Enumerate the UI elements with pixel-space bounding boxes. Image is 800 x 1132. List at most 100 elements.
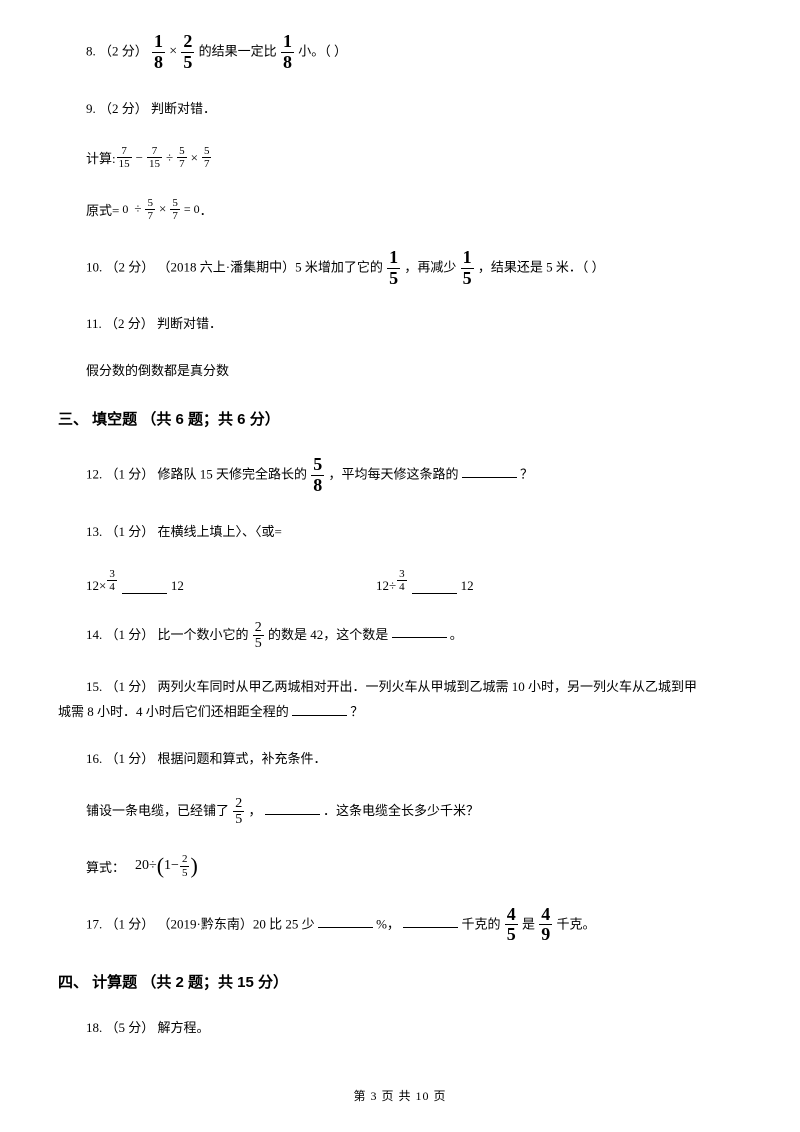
question-15-line2: 城需 8 小时．4 小时后它们还相距全程的 ？ [58, 702, 742, 723]
r-pre: 12÷ [376, 578, 396, 594]
q14-mid: 的数是 42，这个数是 [268, 626, 388, 641]
compare-left: 12× 34 12 [86, 568, 376, 593]
times-sign: × [169, 44, 177, 59]
q17-mid1: %， [376, 916, 400, 931]
q10-mid2: ，结果还是 5 米．（ ） [478, 259, 605, 274]
minus-sign: − [136, 150, 143, 166]
frac-r1: 57 [145, 197, 155, 222]
frac-5-7b: 57 [202, 145, 212, 170]
question-16-line2: 铺设一条电缆，已经铺了 25 ， ．这条电缆全长多少千米？ [58, 796, 742, 828]
question-8: 8. （2 分） 18 × 25 的结果一定比 18 小。（ ） [58, 32, 742, 73]
orig-label: 原式= [86, 200, 119, 219]
period: ． [200, 200, 213, 219]
question-10: 10. （2 分） （2018 六上·潘集期中）5 米增加了它的 15 ，再减少… [58, 248, 742, 289]
question-15-line1: 15. （1 分） 两列火车同时从甲乙两城相对开出．一列火车从甲城到乙城需 10… [58, 677, 742, 698]
blank-q17b [403, 914, 458, 928]
frac-4-5: 45 [505, 905, 518, 946]
l-pre: 12× [86, 578, 106, 594]
q13-compare: 12× 34 12 12÷ 34 12 [58, 568, 742, 593]
frac-5-7a: 57 [177, 145, 187, 170]
frac-2-5a: 25 [253, 620, 264, 652]
q17-end: 千克。 [556, 916, 595, 931]
frac-3-4b: 34 [397, 568, 407, 593]
section-4-header: 四、 计算题 （共 2 题；共 15 分） [58, 971, 742, 992]
q13-text: 13. （1 分） 在横线上填上〉、〈或= [86, 524, 282, 539]
q15-pre: 城需 8 小时．4 小时后它们还相距全程的 [58, 704, 289, 719]
q12-end: ？ [520, 466, 533, 481]
blank-q13a [122, 580, 167, 594]
frac-7-15b: 715 [147, 145, 162, 170]
q8-prefix: 8. （2 分） [86, 43, 151, 58]
q17-mid3: 是 [522, 916, 538, 931]
blank-q17a [318, 914, 373, 928]
question-17: 17. （1 分） （2019·黔东南）20 比 25 少 %， 千克的 45 … [58, 905, 742, 946]
question-16-line1: 16. （1 分） 根据问题和算式，补充条件． [58, 749, 742, 770]
times-sign: × [191, 150, 198, 166]
frac-5-8: 58 [311, 455, 324, 496]
blank-q13b [412, 580, 457, 594]
q9-result: 原式= 0 ÷ 57 × 57 = 0 ． [58, 197, 742, 222]
q11-text2: 假分数的倒数都是真分数 [86, 363, 229, 378]
question-14: 14. （1 分） 比一个数小它的 25 的数是 42，这个数是 。 [58, 620, 742, 652]
times-sign: × [159, 201, 166, 217]
q18-text: 18. （5 分） 解方程。 [86, 1020, 210, 1035]
frac-3-4a: 34 [107, 568, 117, 593]
q9-text: 9. （2 分） 判断对错． [86, 101, 216, 116]
question-12: 12. （1 分） 修路队 15 天修完全路长的 58 ，平均每天修这条路的 ？ [58, 455, 742, 496]
fraction-1-8b: 18 [281, 32, 294, 73]
q10-mid1: ，再减少 [404, 259, 459, 274]
expr-body: 20÷ ( 1− 25 ) [135, 853, 198, 878]
l-post: 12 [171, 578, 184, 594]
fraction-1-8: 18 [152, 32, 165, 73]
q16-text1: 16. （1 分） 根据问题和算式，补充条件． [86, 751, 327, 766]
q17-mid2: 千克的 [461, 916, 503, 931]
section-3-header: 三、 填空题 （共 6 题；共 6 分） [58, 408, 742, 429]
frac-1-5b: 15 [461, 248, 474, 289]
blank-q15 [292, 702, 347, 716]
expr-1: 1− [164, 858, 179, 874]
q16-mid: ， [249, 803, 262, 818]
rparen: ) [190, 855, 197, 877]
frac-1-5a: 15 [387, 248, 400, 289]
q14-prefix: 14. （1 分） 比一个数小它的 [86, 626, 252, 641]
q16-expr: 算式： 20÷ ( 1− 25 ) [58, 853, 742, 878]
q16-pre: 铺设一条电缆，已经铺了 [86, 803, 232, 818]
zero: 0 [122, 202, 128, 217]
q15-post: ？ [350, 704, 363, 719]
q12-prefix: 12. （1 分） 修路队 15 天修完全路长的 [86, 466, 310, 481]
lparen: ( [157, 855, 164, 877]
frac-r2: 57 [170, 197, 180, 222]
question-9-line1: 9. （2 分） 判断对错． [58, 99, 742, 120]
q9-calc: 计算: 715 − 715 ÷ 57 × 57 [58, 145, 742, 170]
fraction-2-5: 25 [181, 32, 194, 73]
div-sign: ÷ [134, 201, 141, 217]
frac-4-9: 49 [539, 905, 552, 946]
expr-label: 算式： [86, 857, 125, 876]
question-11-line2: 假分数的倒数都是真分数 [58, 361, 742, 382]
page-footer: 第 3 页 共 10 页 [0, 1087, 800, 1104]
q15-text1: 15. （1 分） 两列火车同时从甲乙两城相对开出．一列火车从甲城到乙城需 10… [86, 679, 697, 694]
q16-post: ．这条电缆全长多少千米？ [323, 803, 479, 818]
blank-q12 [462, 464, 517, 478]
blank-q16 [265, 801, 320, 815]
question-13-line1: 13. （1 分） 在横线上填上〉、〈或= [58, 522, 742, 543]
q17-prefix: 17. （1 分） （2019·黔东南）20 比 25 少 [86, 916, 315, 931]
q11-text1: 11. （2 分） 判断对错． [86, 316, 222, 331]
q14-end: 。 [450, 626, 463, 641]
r-post: 12 [461, 578, 474, 594]
expr-20: 20÷ [135, 858, 157, 874]
q8-mid2: 小。（ ） [298, 43, 347, 58]
frac-2-5c: 25 [180, 853, 190, 878]
compare-right: 12÷ 34 12 [376, 568, 474, 593]
blank-q14 [392, 624, 447, 638]
calc-label: 计算: [86, 148, 116, 167]
q12-mid: ，平均每天修这条路的 [329, 466, 459, 481]
q8-mid1: 的结果一定比 [199, 43, 280, 58]
eq-zero: = 0 [184, 202, 200, 217]
frac-2-5b: 25 [233, 796, 244, 828]
question-18: 18. （5 分） 解方程。 [58, 1018, 742, 1039]
div-sign: ÷ [166, 150, 173, 166]
q10-prefix: 10. （2 分） （2018 六上·潘集期中）5 米增加了它的 [86, 259, 386, 274]
question-11-line1: 11. （2 分） 判断对错． [58, 314, 742, 335]
frac-7-15a: 715 [117, 145, 132, 170]
